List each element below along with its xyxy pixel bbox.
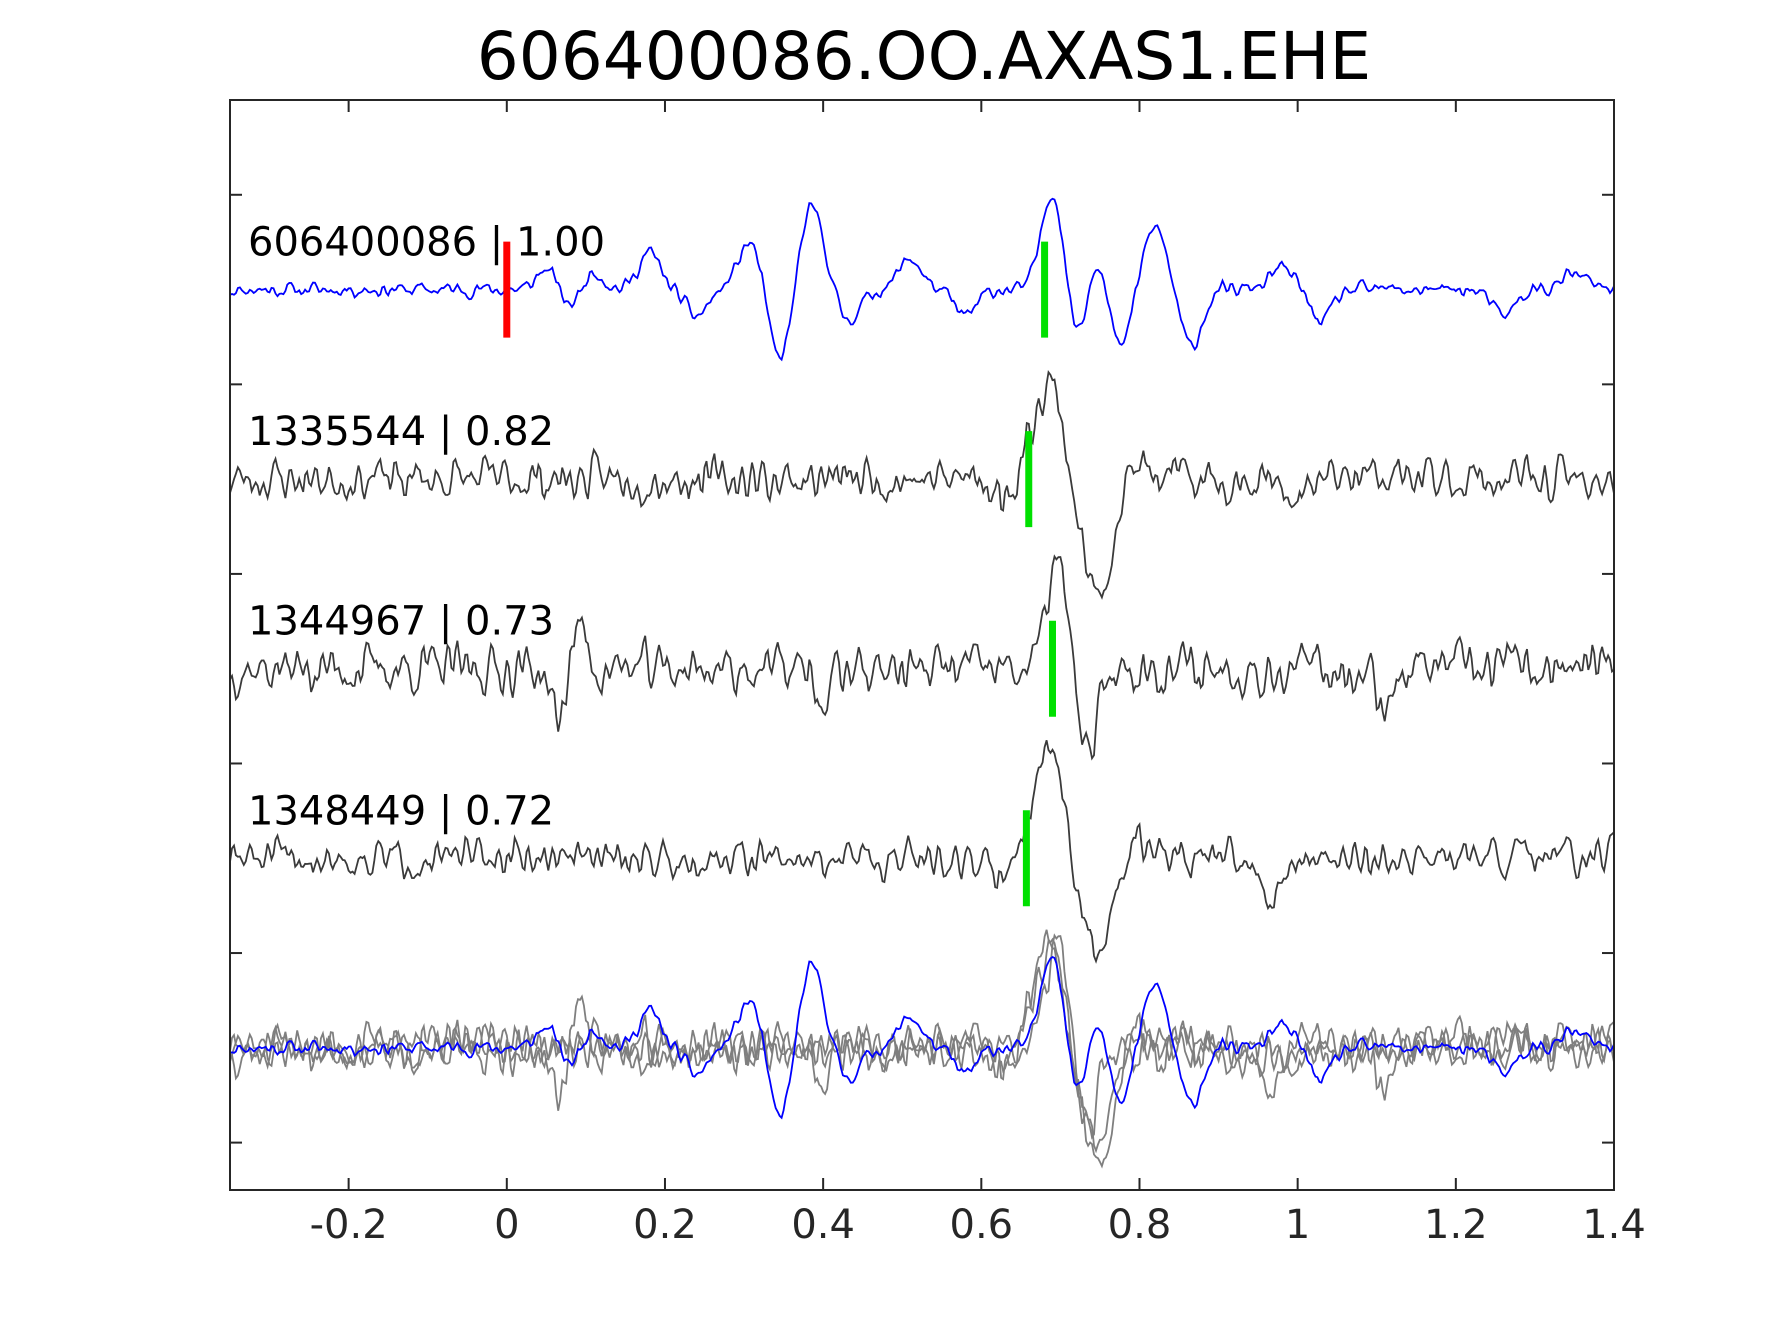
x-tick-label-5: 0.8: [1108, 1202, 1172, 1248]
trace-label-2: 1335544 | 0.82: [248, 409, 554, 455]
x-tick-label-3: 0.4: [791, 1202, 855, 1248]
trace-labels-layer: 606400086 | 1.00 1335544 | 0.82 1344967 | …: [248, 220, 605, 835]
axes-frame: [229, 99, 1615, 1191]
x-tick-label-4: 0.6: [950, 1202, 1014, 1248]
trace-line-3: [229, 554, 1615, 761]
x-tick-label-7: 1.2: [1424, 1202, 1488, 1248]
overlay-trace-4: [229, 929, 1615, 1154]
x-tick-label-2: 0.2: [633, 1202, 697, 1248]
overlay-trace-1: [229, 955, 1615, 1120]
x-axis-ticks: -0.2 0 0.2 0.4 0.6 0.8 1 1.2 1.4: [310, 100, 1646, 1248]
trace-label-4: 1348449 | 0.72: [248, 788, 554, 834]
x-tick-label-0: -0.2: [310, 1202, 388, 1248]
x-tick-label-8: 1.4: [1582, 1202, 1646, 1248]
traces-layer: [229, 197, 1615, 1169]
plot-frame: [229, 99, 1615, 1191]
trace-line-2: [229, 369, 1615, 600]
overlay-trace-2: [229, 938, 1615, 1169]
picks-layer: [503, 241, 1056, 907]
trace-line-4: [229, 740, 1615, 964]
trace-label-3: 1344967 | 0.73: [248, 599, 554, 645]
trace-label-1: 606400086 | 1.00: [248, 220, 605, 266]
chart-title: 606400086.OO.AXAS1.EHE: [477, 18, 1372, 95]
x-tick-label-1: 0: [494, 1202, 519, 1248]
trace-line-1: [229, 197, 1615, 362]
x-tick-label-6: 1: [1285, 1202, 1310, 1248]
overlay-trace-3: [229, 933, 1615, 1140]
